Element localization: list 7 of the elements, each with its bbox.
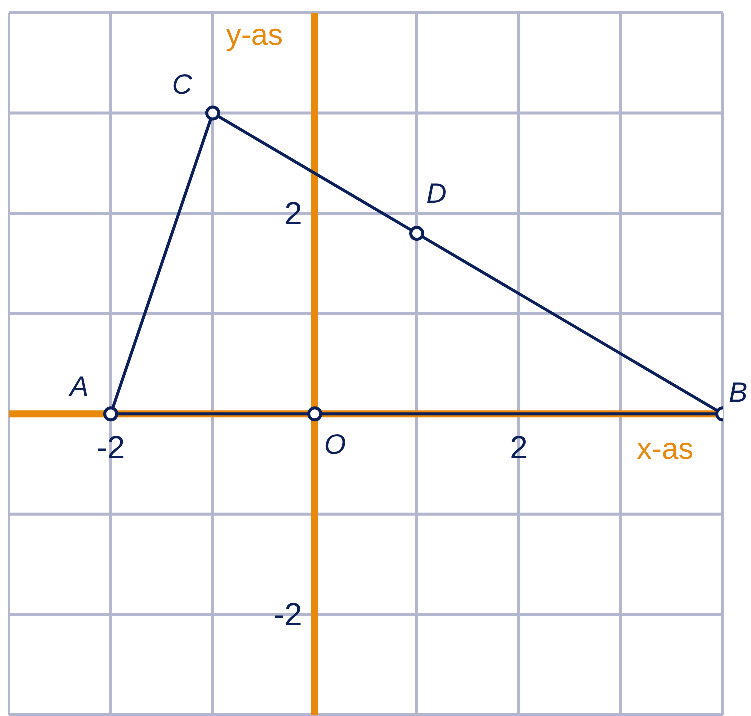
x-axis-title: x-as xyxy=(637,432,694,467)
annotation: A xyxy=(70,370,89,403)
annotation: C xyxy=(172,69,193,102)
annotation: B xyxy=(729,376,748,409)
annotation: D xyxy=(426,178,447,210)
annotation: O xyxy=(324,428,346,461)
y-axis-title: y-as xyxy=(226,19,284,53)
